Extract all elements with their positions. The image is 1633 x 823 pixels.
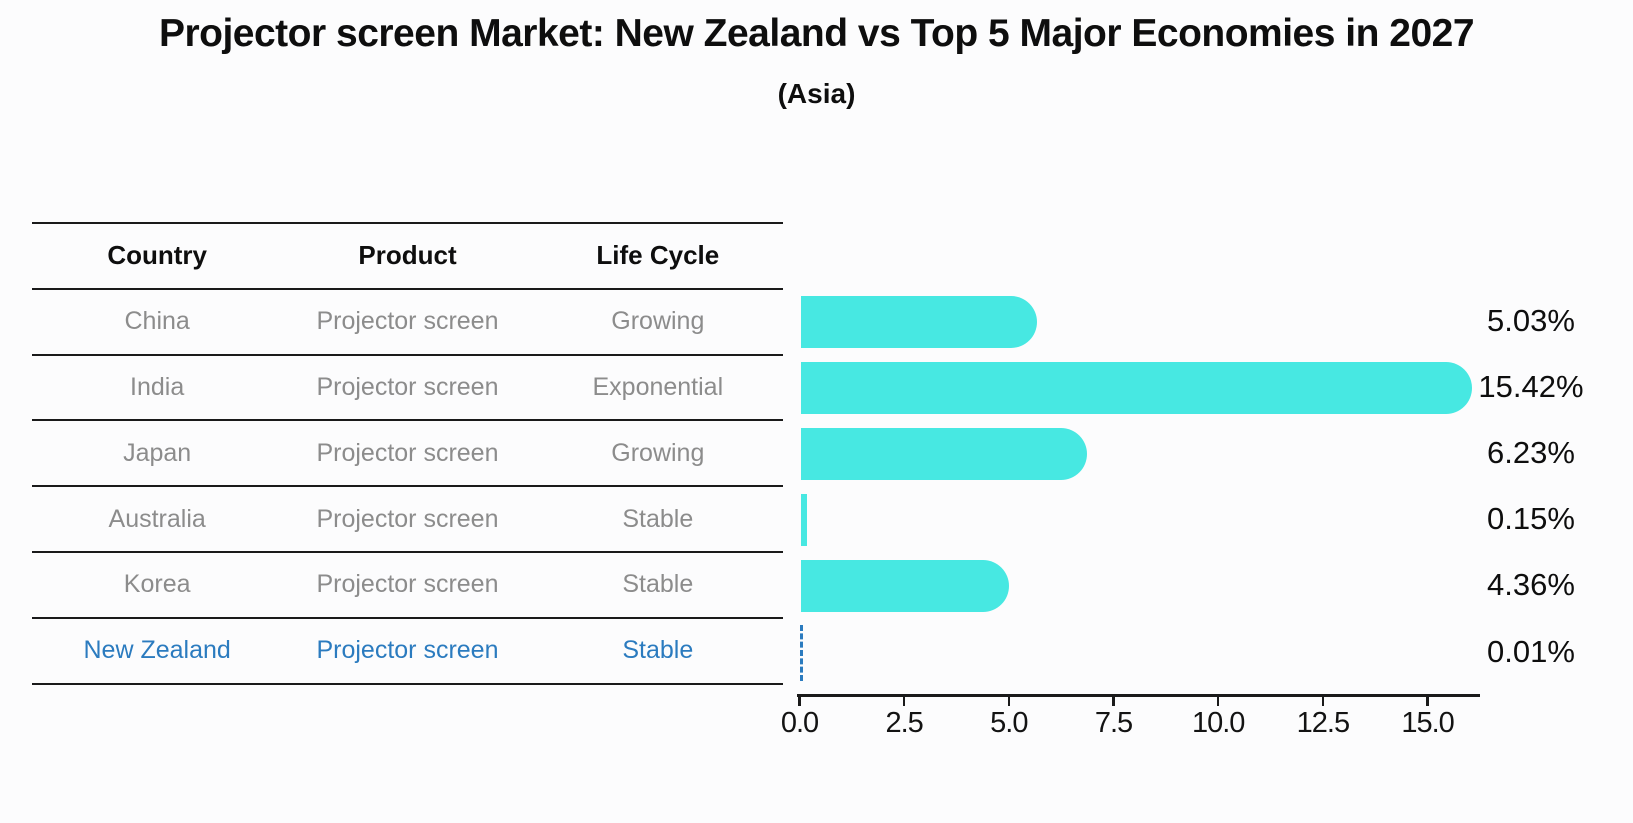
x-axis-line — [797, 694, 1480, 697]
cell-lifecycle: Exponential — [592, 372, 724, 401]
table-row-new-zealand: New Zealand Projector screen Stable — [32, 616, 783, 683]
cell-lifecycle: Growing — [611, 307, 705, 336]
table-row-japan: Japan Projector screen Growing — [32, 419, 783, 485]
bar-korea — [800, 560, 1010, 613]
x-axis-tick — [1321, 696, 1325, 706]
table-header-row: Country Product Life Cycle — [32, 222, 783, 288]
x-axis-tick — [798, 696, 801, 706]
bar-value-label: 4.36% — [1487, 567, 1575, 603]
bar-value-label: 5.03% — [1487, 302, 1575, 338]
col-header-country: Country — [107, 240, 207, 271]
bar-australia — [800, 494, 807, 547]
bar-new-zealand — [799, 624, 803, 681]
bar-value-label: 0.01% — [1487, 633, 1575, 669]
bar-china — [800, 295, 1038, 348]
cell-lifecycle: Stable — [622, 636, 694, 665]
x-axis-tick — [1007, 696, 1011, 706]
bar-value-label: 0.15% — [1487, 501, 1575, 537]
x-axis-tick — [1426, 696, 1429, 706]
x-axis-tick-label: 0.0 — [780, 707, 819, 739]
cell-product: Projector screen — [316, 372, 499, 401]
table-row-australia: Australia Projector screen Stable — [32, 485, 783, 551]
cell-country: Korea — [123, 570, 191, 599]
cell-product: Projector screen — [316, 438, 499, 467]
x-axis-tick — [902, 696, 906, 706]
col-header-product: Product — [358, 240, 457, 271]
x-axis-tick-label: 10.0 — [1191, 707, 1245, 739]
x-axis-tick-label: 2.5 — [885, 707, 924, 739]
bar-india — [800, 362, 1473, 415]
col-header-lifecycle: Life Cycle — [596, 240, 720, 271]
chart-subtitle: (Asia) — [777, 78, 856, 109]
table-row-india: India Projector screen Exponential — [32, 353, 783, 420]
cell-product: Projector screen — [316, 636, 499, 665]
cell-lifecycle: Stable — [622, 504, 694, 533]
cell-product: Projector screen — [316, 307, 499, 336]
chart-title: Projector screen Market: New Zealand vs … — [158, 12, 1475, 55]
x-axis-tick-label: 15.0 — [1401, 707, 1454, 739]
cell-product: Projector screen — [316, 570, 499, 599]
cell-lifecycle: Growing — [611, 438, 705, 467]
cell-country: China — [124, 307, 190, 336]
x-axis-tick — [1112, 696, 1115, 706]
x-axis-tick-label: 5.0 — [990, 707, 1028, 739]
x-axis-tick — [1216, 696, 1220, 706]
cell-product: Projector screen — [316, 504, 499, 533]
bar-value-label: 6.23% — [1487, 435, 1575, 471]
cell-country: New Zealand — [83, 636, 231, 665]
bar-japan — [800, 428, 1088, 481]
cell-country: Japan — [123, 438, 192, 467]
x-axis-tick-label: 7.5 — [1094, 707, 1133, 739]
table-row-china: China Projector screen Growing — [32, 287, 783, 354]
x-axis-tick-label: 12.5 — [1296, 707, 1350, 739]
table-row-korea: Korea Projector screen Stable — [32, 550, 783, 617]
cell-country: Australia — [108, 504, 206, 533]
cell-lifecycle: Stable — [622, 570, 694, 599]
country-table: Country Product Life Cycle China Project… — [32, 222, 783, 685]
bar-value-label: 15.42% — [1478, 369, 1584, 405]
cell-country: India — [130, 372, 185, 401]
